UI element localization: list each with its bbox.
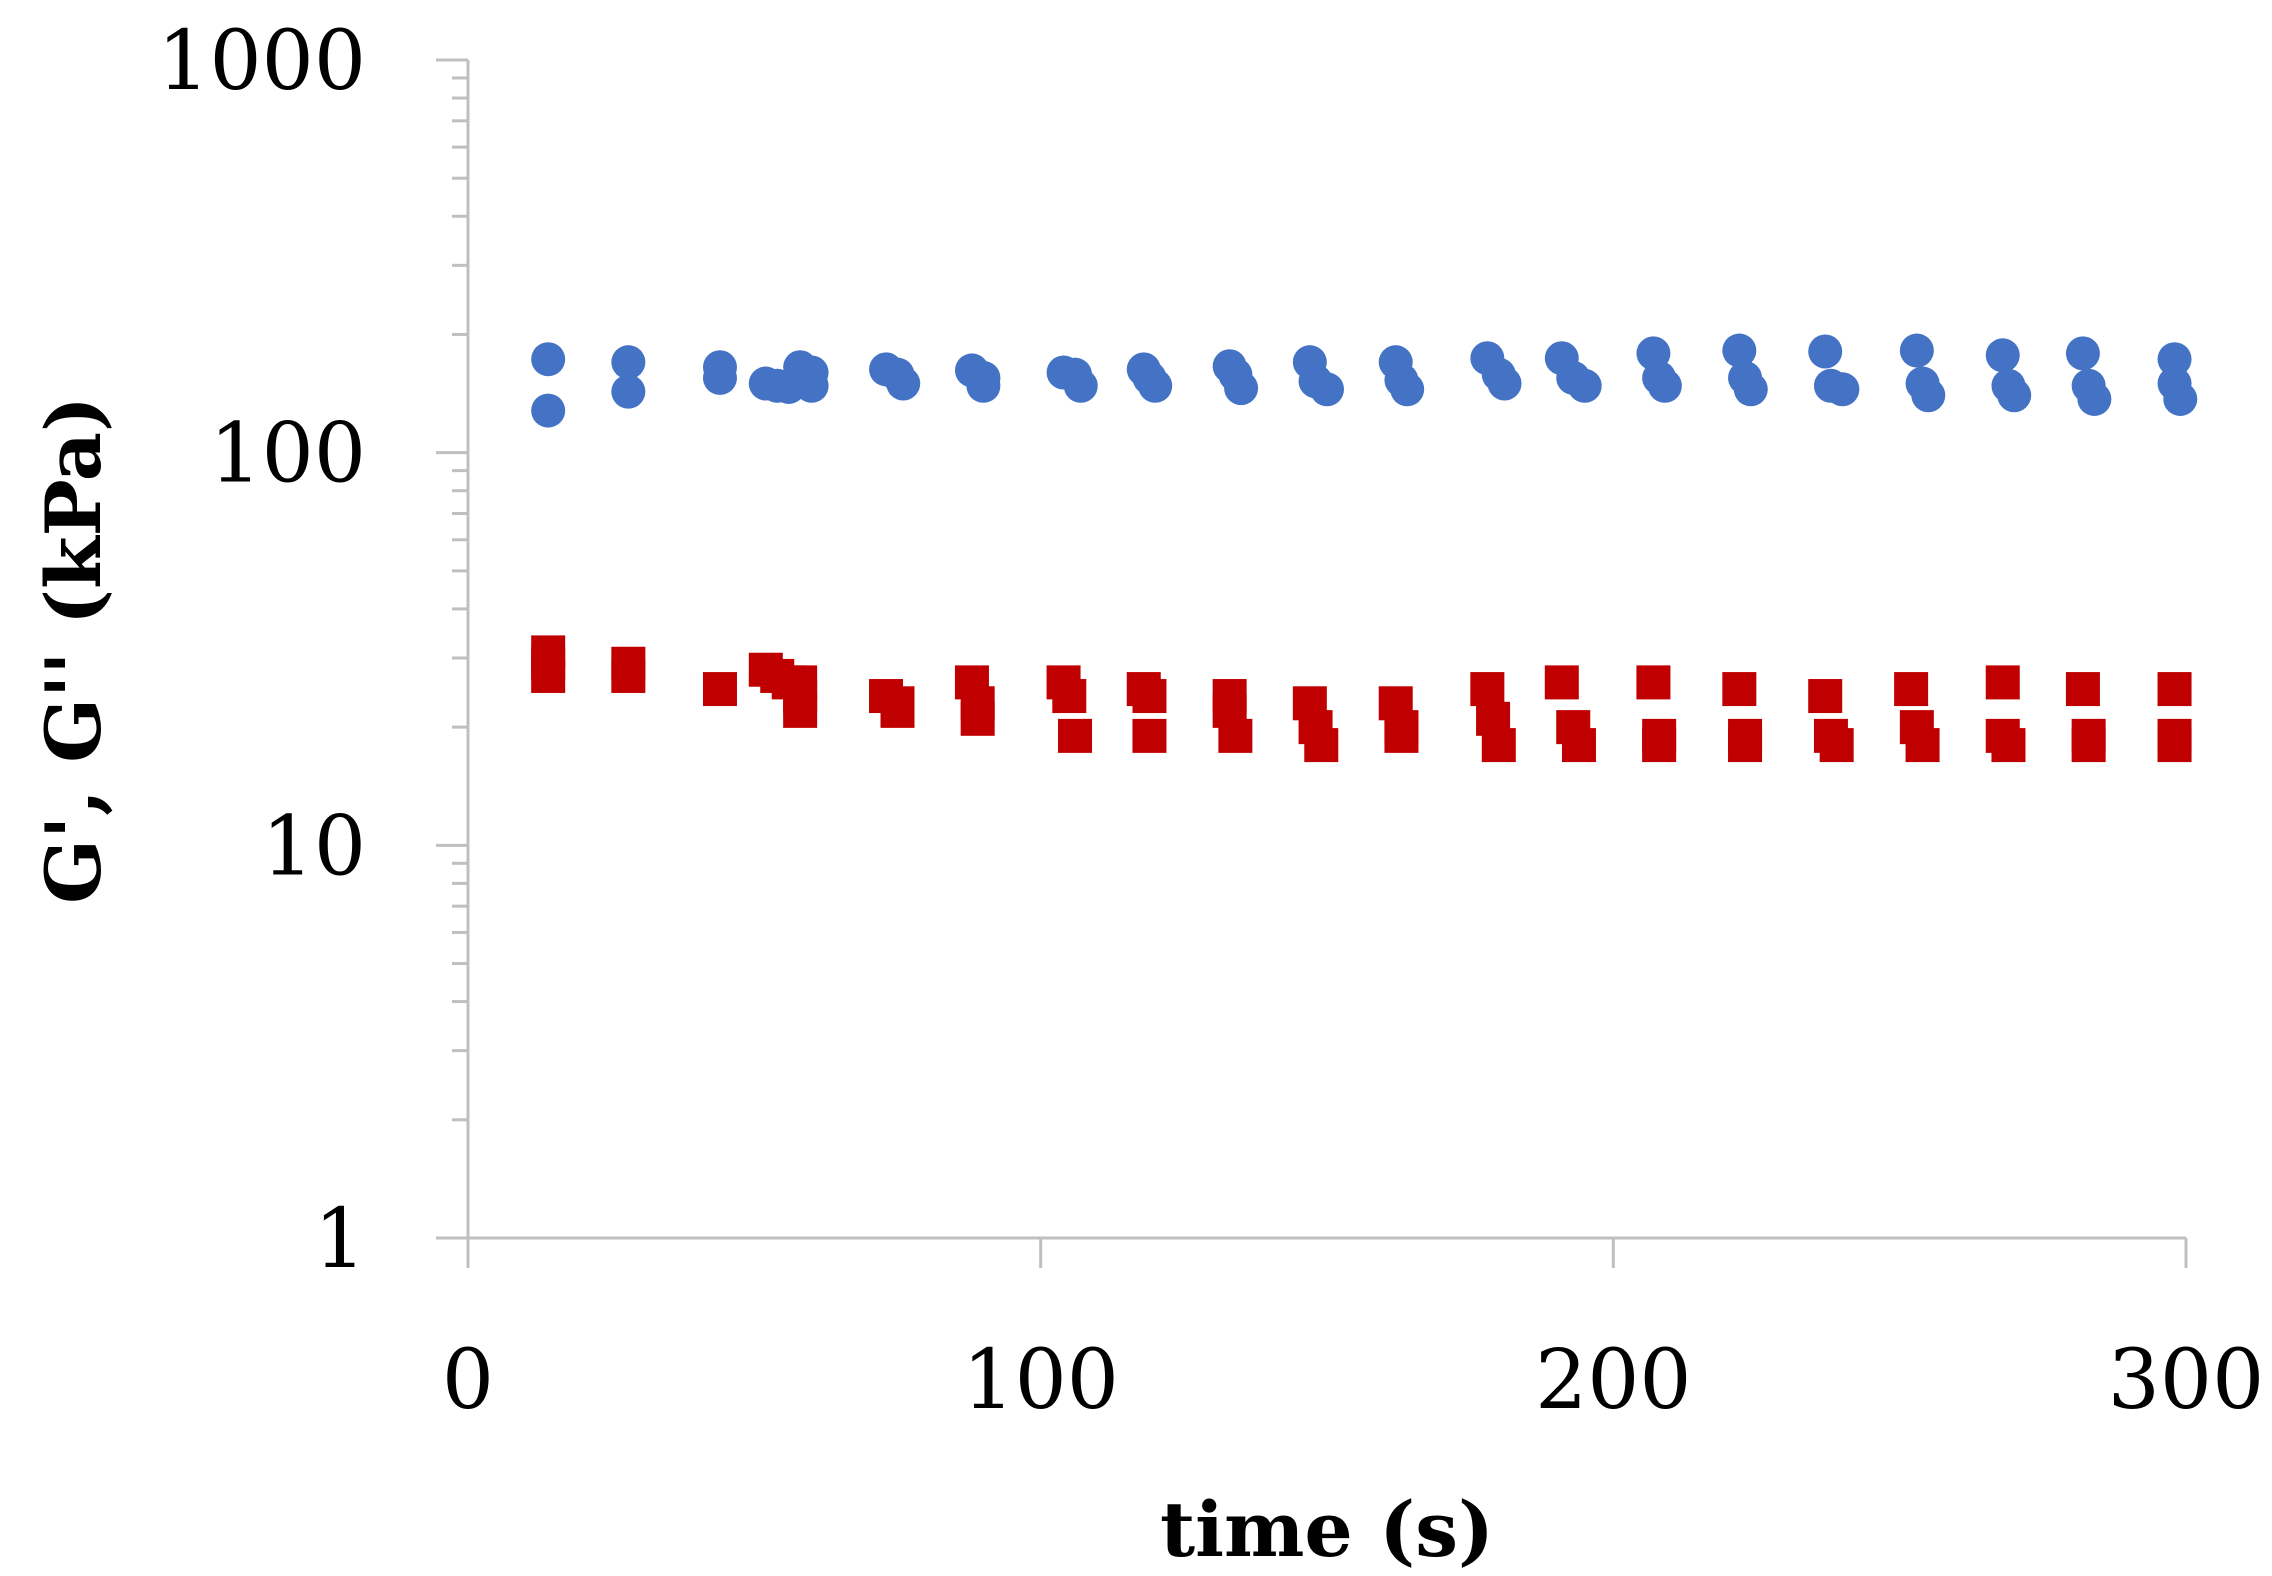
data-point-circle bbox=[531, 342, 566, 377]
ticks bbox=[436, 58, 2188, 1268]
y-axis-title: G', G'' (kPa) bbox=[29, 396, 118, 904]
data-point-square bbox=[531, 658, 566, 693]
data-point-circle bbox=[611, 374, 646, 409]
data-point-circle bbox=[2157, 342, 2192, 377]
data-point-square bbox=[1642, 728, 1677, 763]
series-circle-points bbox=[531, 333, 2198, 428]
data-point-circle bbox=[1899, 333, 1934, 368]
data-point-circle bbox=[966, 368, 1001, 403]
x-tick-label: 100 bbox=[962, 1333, 1119, 1428]
data-point-circle bbox=[1224, 371, 1259, 406]
data-point-square bbox=[1636, 665, 1671, 700]
data-point-square bbox=[1991, 728, 2026, 763]
data-point-circle bbox=[794, 368, 829, 403]
data-point-square bbox=[1058, 718, 1093, 753]
data-point-circle bbox=[1722, 333, 1757, 368]
data-point-circle bbox=[1733, 372, 1768, 407]
data-point-circle bbox=[611, 345, 646, 380]
x-tick-label: 200 bbox=[1535, 1333, 1692, 1428]
data-point-circle bbox=[1310, 372, 1344, 407]
data-point-square bbox=[1722, 672, 1757, 707]
data-point-circle bbox=[1825, 372, 1860, 407]
x-axis-title: time (s) bbox=[1160, 1485, 1494, 1574]
data-point-circle bbox=[2065, 336, 2100, 371]
data-point-circle bbox=[1138, 368, 1173, 403]
x-tick-label: 300 bbox=[2108, 1333, 2265, 1428]
data-point-circle bbox=[2163, 381, 2198, 416]
data-point-square bbox=[1470, 672, 1505, 707]
data-point-circle bbox=[531, 393, 566, 428]
data-point-circle bbox=[1647, 368, 1682, 403]
data-point-square bbox=[783, 693, 818, 728]
data-point-circle bbox=[1390, 372, 1425, 407]
data-point-square bbox=[611, 658, 646, 693]
data-point-circle bbox=[1567, 368, 1602, 403]
data-point-square bbox=[702, 672, 737, 707]
data-point-circle bbox=[1808, 334, 1843, 369]
x-tick-label: 0 bbox=[442, 1333, 494, 1428]
data-point-circle bbox=[702, 360, 737, 395]
data-point-square bbox=[1819, 728, 1854, 763]
data-point-square bbox=[960, 701, 995, 736]
data-point-square bbox=[2065, 672, 2100, 707]
data-point-square bbox=[1132, 679, 1167, 714]
data-point-circle bbox=[886, 366, 921, 401]
data-point-circle bbox=[1487, 366, 1522, 401]
data-point-square bbox=[1304, 728, 1339, 763]
data-point-square bbox=[1561, 728, 1596, 763]
data-point-square bbox=[2071, 728, 2106, 763]
data-point-circle bbox=[2077, 381, 2112, 416]
data-point-square bbox=[1052, 679, 1087, 714]
data-point-circle bbox=[1063, 368, 1098, 403]
axes bbox=[436, 60, 2186, 1240]
data-point-square bbox=[1544, 665, 1579, 700]
tick-labels: 1 10 100 1000 0 100 200 300 bbox=[157, 14, 2264, 1428]
data-point-square bbox=[1808, 679, 1843, 714]
data-point-square bbox=[880, 693, 915, 728]
data-point-square bbox=[2157, 672, 2192, 707]
data-point-square bbox=[1894, 672, 1929, 707]
y-tick-label: 1000 bbox=[157, 14, 366, 109]
series-square-points bbox=[531, 635, 2192, 763]
data-point-circle bbox=[1911, 378, 1946, 413]
data-point-square bbox=[1218, 718, 1253, 753]
y-tick-label: 10 bbox=[262, 799, 366, 894]
data-point-square bbox=[1728, 728, 1763, 763]
y-tick-label: 100 bbox=[209, 407, 366, 502]
data-point-square bbox=[1985, 665, 2020, 700]
data-point-square bbox=[1132, 718, 1167, 753]
data-point-circle bbox=[1997, 378, 2032, 413]
data-point-square bbox=[2157, 728, 2192, 763]
data-point-square bbox=[1384, 718, 1419, 753]
data-point-square bbox=[1481, 728, 1516, 763]
data-point-circle bbox=[1985, 338, 2020, 373]
data-point-square bbox=[1905, 728, 1940, 763]
y-tick-label: 1 bbox=[314, 1192, 366, 1287]
